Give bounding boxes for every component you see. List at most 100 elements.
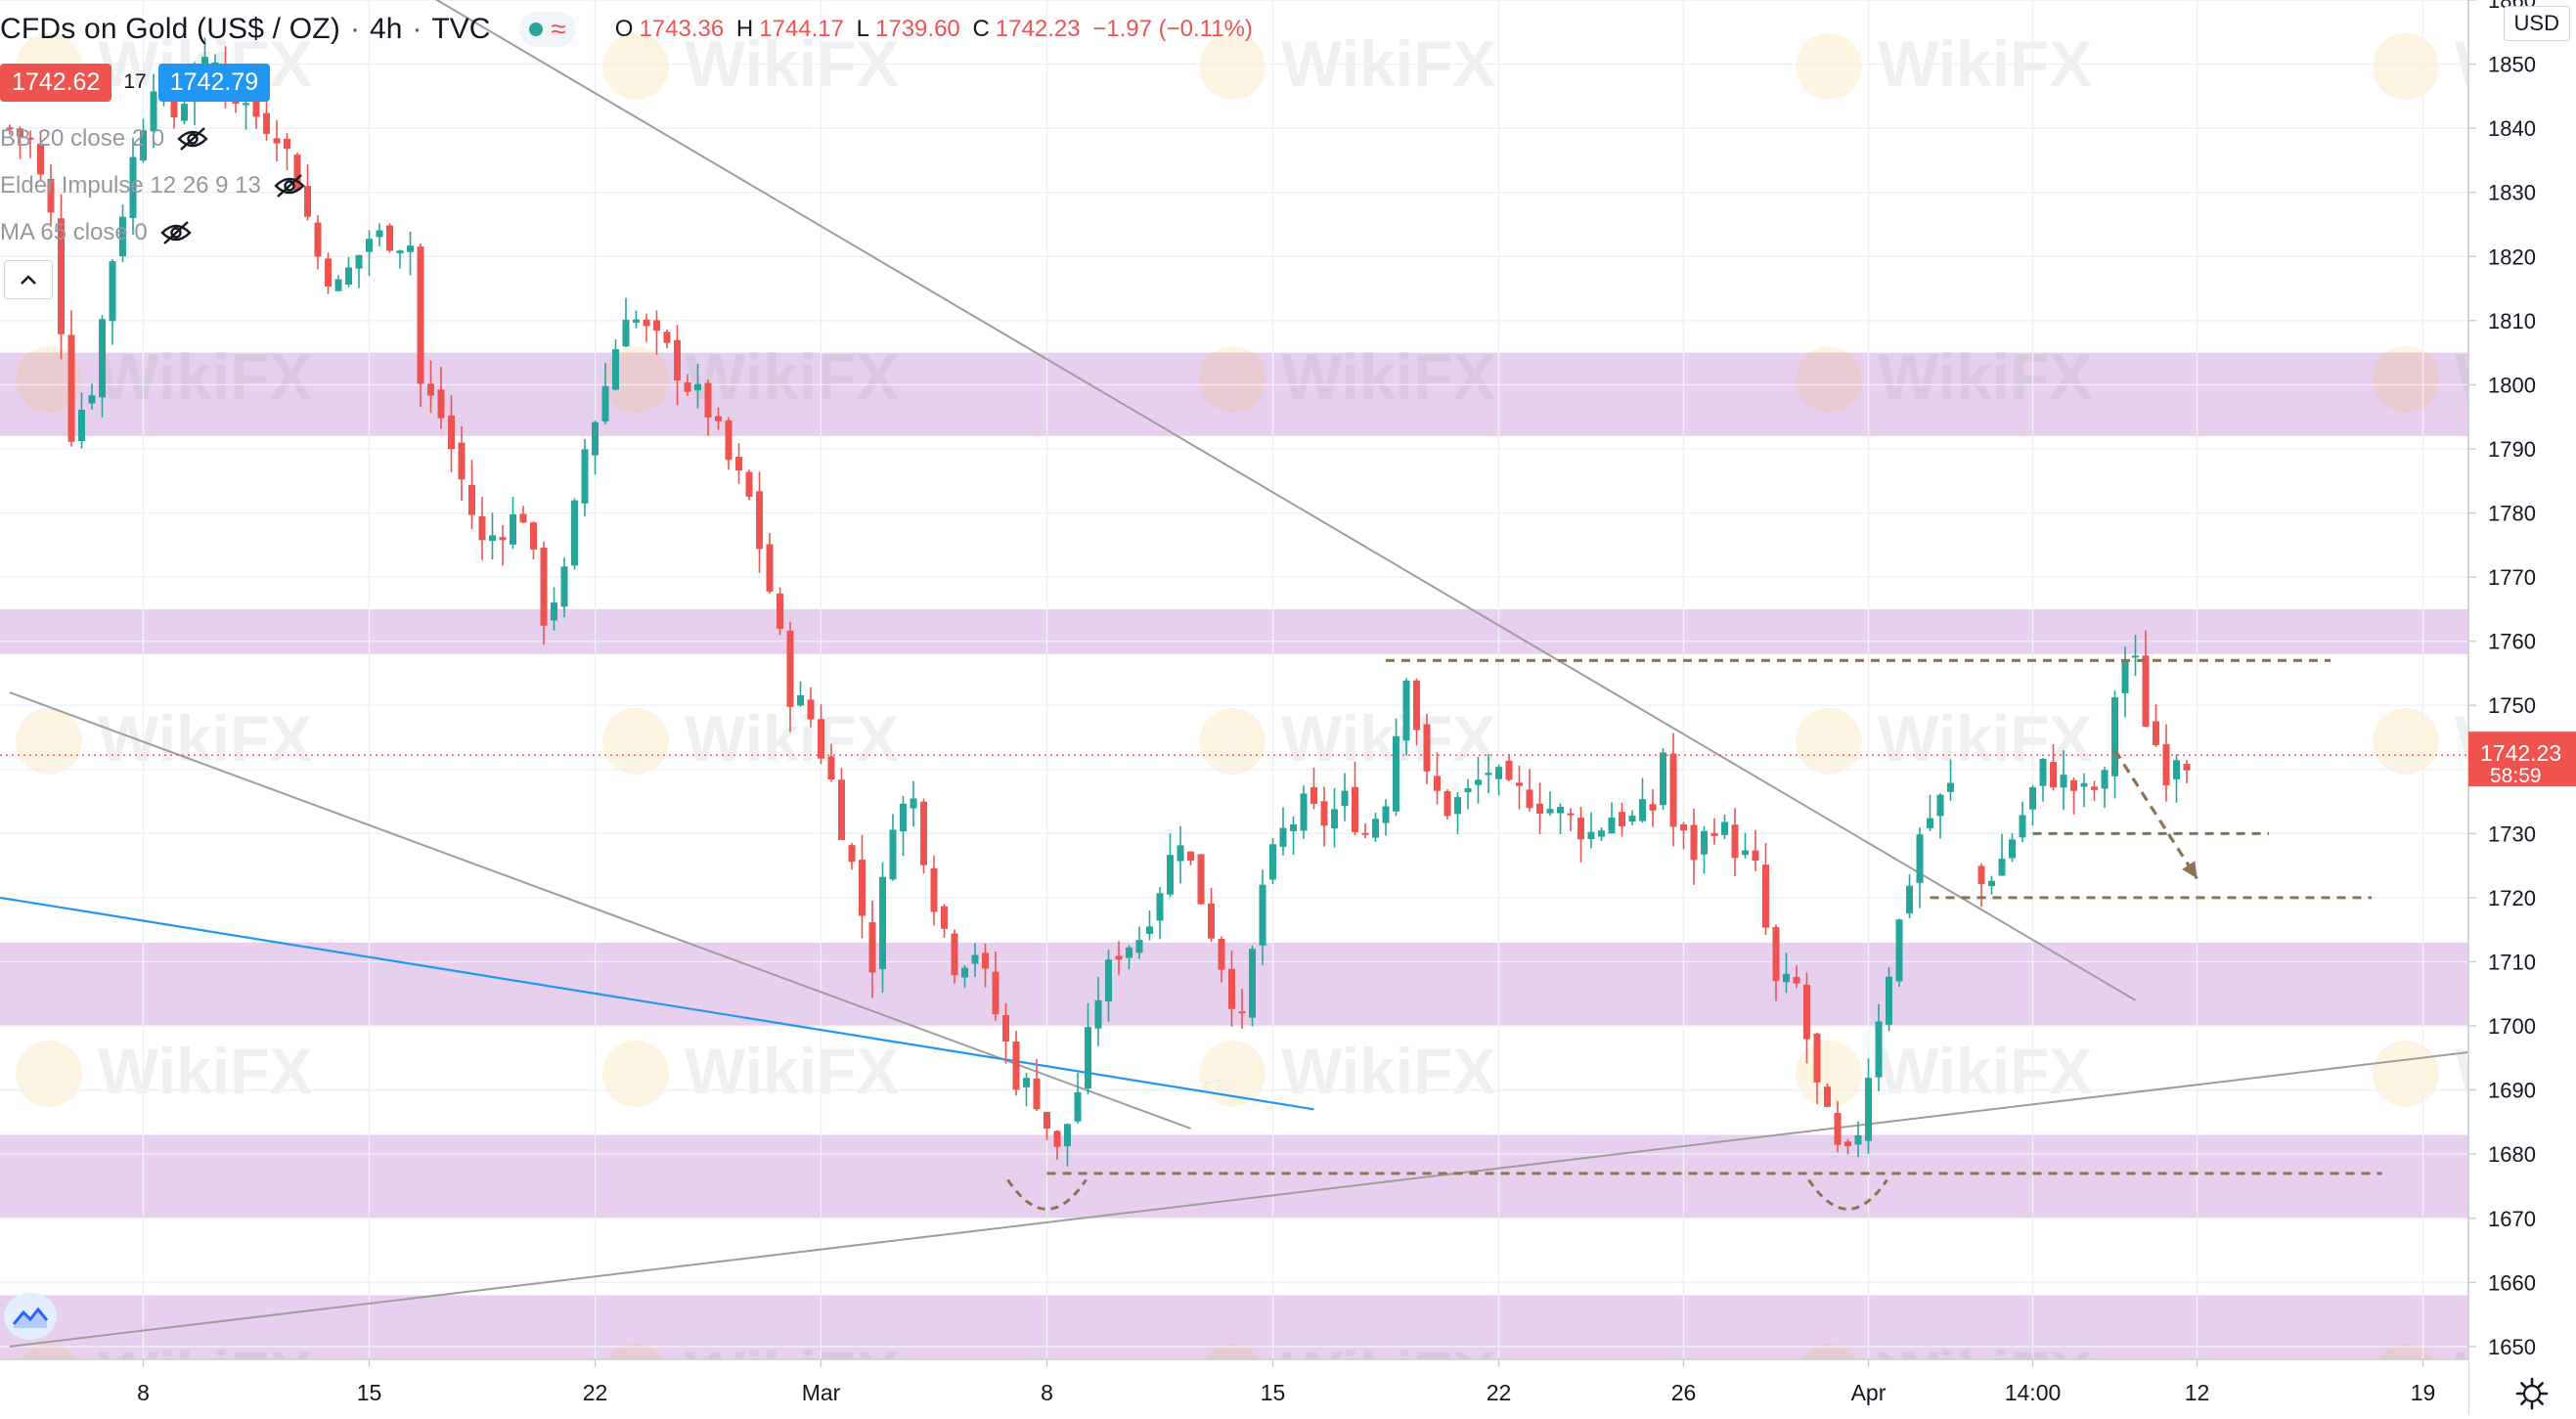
candle-body [735,457,742,471]
buy-button[interactable]: 1742.79 [157,63,271,102]
candle [1854,1121,1862,1158]
candle [1177,825,1184,884]
candle-body [458,442,466,480]
candle-body [273,138,281,144]
candle [1135,926,1143,959]
separator: · [350,13,361,45]
candle [2080,773,2088,808]
sell-button[interactable]: 1742.62 [0,63,112,102]
high-value: 1744.17 [759,16,844,42]
candle-body [797,694,804,706]
watermark-text: WikiFX [685,702,899,775]
candle-body [1085,1027,1091,1089]
price-tick-label: 1650 [2488,1335,2536,1359]
candle [99,315,106,418]
candle [366,230,373,277]
price-tick-label: 1690 [2488,1079,2536,1103]
candle-body [1906,885,1913,914]
candle [601,363,609,424]
price-axis: 1650166016701680169017001710172017301740… [2467,0,2576,1414]
collapse-legend-button[interactable] [4,260,53,299]
candle-body [838,779,845,840]
candle [1249,945,1256,1027]
last-price-badge [2468,732,2576,787]
candle-body [540,547,548,626]
candle [941,904,948,939]
time-tick-label: 22 [1487,1380,1512,1405]
candle-body [1434,776,1441,791]
eye-off-icon[interactable] [273,173,306,199]
candle-body [551,602,557,621]
watermark: WikiFX [16,702,312,775]
tradingview-logo[interactable] [4,1293,57,1340]
watermark: WikiFX [1199,1035,1495,1107]
candle [1300,785,1308,839]
candle-body [293,155,301,191]
candle [2019,801,2026,843]
candle-body [2132,655,2139,658]
candle [1115,941,1123,975]
candle-body [2050,762,2057,788]
watermark-logo-icon [1796,708,1862,775]
watermark-logo-icon [1796,346,1862,413]
zone [0,608,2468,654]
currency-button[interactable]: USD [2503,6,2570,41]
candle-body [663,332,671,343]
watermark: WikiFX [1199,702,1495,775]
gear-icon[interactable] [2515,1377,2549,1410]
candle-body [1464,788,1472,793]
candle [47,164,55,226]
candle [1988,875,1995,895]
indicator-elder[interactable]: Elder Impulse 12 26 9 13 [0,162,306,209]
symbol-title[interactable]: CFDs on Gold (US$ / OZ) [0,13,341,45]
watermark-text: WikiFX [1878,702,2092,775]
candle-body [868,922,876,973]
candle-body [2019,815,2026,838]
candle-body [1649,804,1657,811]
market-status[interactable]: ≈ [519,12,576,47]
candle [458,425,466,502]
candle-body [694,383,701,391]
candle [1731,808,1739,876]
candle-body [2039,758,2047,786]
candle [2039,758,2047,802]
candle-body [745,471,753,497]
candle [1546,791,1554,817]
candles [6,37,2191,1167]
candle [694,364,701,409]
candle-body [530,522,537,550]
watermark-logo-icon [2373,1041,2439,1107]
interval-label[interactable]: 4h [370,13,403,45]
candle-body [1105,959,1112,1001]
candle-body [1567,813,1575,816]
candle-body [396,250,404,254]
watermark: WikiFX [602,702,899,775]
indicator-ma[interactable]: MA 65 close 0 [0,209,306,256]
candle [37,130,44,181]
eye-off-icon[interactable] [159,220,193,245]
candle [612,338,619,391]
candle [1834,1100,1842,1153]
candle-body [961,967,968,978]
indicator-bb[interactable]: BB 20 close 2 0 [0,115,306,162]
candle-body [653,320,660,332]
candle-body [1187,851,1194,862]
candle-body [1824,1086,1831,1107]
candle-body [181,104,188,121]
candle-body [478,515,486,541]
candle-body [1546,809,1554,814]
candle [489,512,496,559]
candle [807,687,815,728]
watermark-logo-icon [1199,33,1266,100]
candle [1187,851,1194,865]
time-tick-label: 8 [137,1380,150,1405]
eye-off-icon[interactable] [176,126,209,152]
candle [1228,951,1235,1027]
candle [1269,838,1276,885]
price-tick-label: 1660 [2488,1270,2536,1295]
candle-body [2029,787,2036,810]
candle-body [807,699,815,720]
candle [1361,822,1369,839]
